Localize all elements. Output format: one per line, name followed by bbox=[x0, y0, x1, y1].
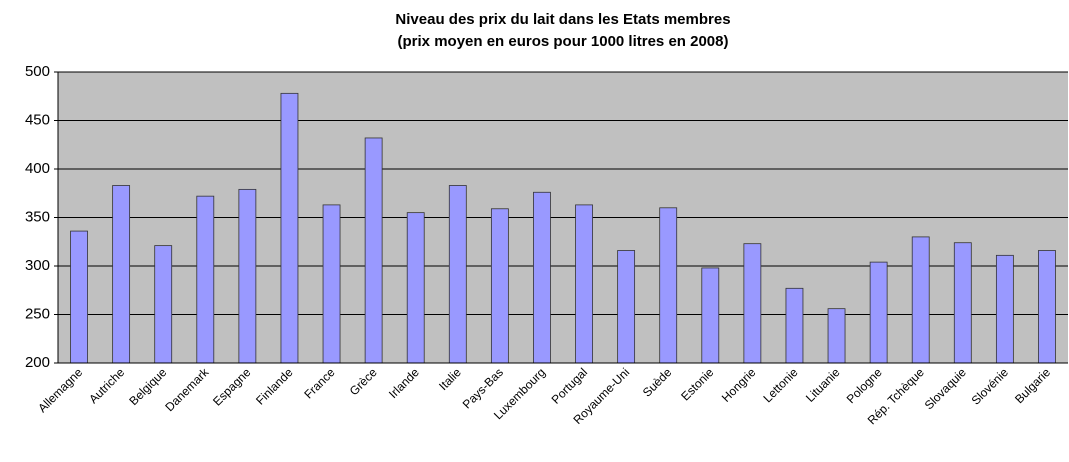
bar bbox=[743, 243, 762, 364]
bar bbox=[364, 137, 383, 364]
x-tick-label: Slovaquie bbox=[922, 365, 969, 412]
x-tick-label: Pologne bbox=[844, 365, 885, 406]
bar bbox=[112, 185, 131, 364]
y-tick-label: 450 bbox=[25, 111, 50, 128]
bar bbox=[280, 92, 299, 364]
bar bbox=[490, 208, 509, 364]
bar bbox=[238, 188, 257, 364]
bar bbox=[617, 250, 636, 364]
bar bbox=[70, 230, 88, 364]
x-tick-label: Belgique bbox=[126, 365, 169, 408]
bar bbox=[995, 254, 1014, 364]
x-tick-label: Portugal bbox=[549, 365, 591, 407]
bar bbox=[196, 195, 215, 364]
chart-subtitle: (prix moyen en euros pour 1000 litres en… bbox=[398, 33, 729, 50]
x-tick-label: Hongrie bbox=[719, 365, 759, 405]
bar bbox=[785, 287, 804, 364]
x-tick-label: Slovénie bbox=[969, 365, 1012, 408]
y-tick-label: 500 bbox=[25, 63, 50, 80]
bar bbox=[575, 204, 593, 364]
bar bbox=[322, 204, 341, 364]
x-tick-label: Bulgarie bbox=[1012, 365, 1053, 406]
x-tick-label: Suède bbox=[640, 365, 675, 400]
x-tick-label: Italie bbox=[436, 365, 464, 393]
y-tick-label: 400 bbox=[25, 160, 50, 177]
x-tick-label: Danemark bbox=[162, 365, 212, 415]
x-tick-label: Estonie bbox=[678, 365, 716, 403]
bar bbox=[869, 261, 888, 364]
bar bbox=[533, 191, 551, 364]
x-tick-label: Autriche bbox=[86, 365, 127, 406]
bar bbox=[659, 207, 678, 364]
y-tick-label: 250 bbox=[25, 305, 50, 322]
x-tick-label: Lettonie bbox=[760, 365, 800, 405]
x-tick-label: Grèce bbox=[347, 365, 380, 398]
bar bbox=[1038, 250, 1056, 364]
chart-title: Niveau des prix du lait dans les Etats m… bbox=[395, 11, 730, 28]
bar bbox=[953, 242, 972, 364]
x-tick-label: Lituanie bbox=[803, 365, 843, 405]
bar bbox=[911, 236, 930, 364]
y-tick-label: 350 bbox=[25, 208, 50, 225]
x-tick-label: Espagne bbox=[210, 365, 254, 409]
y-tick-label: 200 bbox=[25, 354, 50, 371]
bar bbox=[701, 267, 720, 364]
bar bbox=[154, 245, 173, 364]
bar bbox=[827, 308, 846, 364]
bar bbox=[448, 185, 467, 364]
x-tick-label: France bbox=[301, 365, 338, 402]
x-tick-label: Irlande bbox=[386, 365, 422, 401]
x-tick-label: Allemagne bbox=[35, 365, 85, 415]
bar bbox=[406, 212, 425, 364]
x-tick-label: Finlande bbox=[253, 365, 296, 408]
y-tick-label: 300 bbox=[25, 257, 50, 274]
